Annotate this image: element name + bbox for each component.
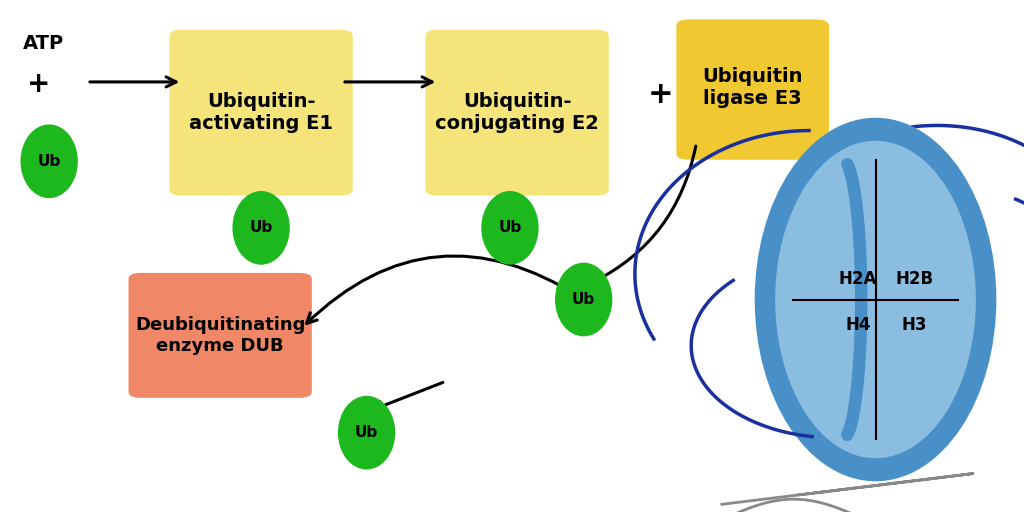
Ellipse shape — [775, 141, 976, 458]
Text: Ubiquitin
ligase E3: Ubiquitin ligase E3 — [702, 67, 803, 108]
Ellipse shape — [755, 118, 996, 481]
Text: Ub: Ub — [250, 220, 272, 236]
Text: Deubiquitinating
enzyme DUB: Deubiquitinating enzyme DUB — [135, 316, 305, 355]
Text: Ubiquitin-
activating E1: Ubiquitin- activating E1 — [189, 92, 333, 133]
Ellipse shape — [232, 191, 290, 265]
FancyBboxPatch shape — [169, 30, 352, 196]
Polygon shape — [688, 26, 817, 159]
Text: H3: H3 — [902, 316, 927, 334]
Text: H2B: H2B — [895, 270, 934, 288]
Text: Ub: Ub — [38, 154, 60, 169]
Text: Ub: Ub — [499, 220, 521, 236]
Text: H2A: H2A — [839, 270, 878, 288]
Text: H4: H4 — [846, 316, 870, 334]
FancyBboxPatch shape — [676, 19, 829, 160]
FancyBboxPatch shape — [426, 30, 608, 196]
Text: ATP: ATP — [23, 34, 63, 53]
Ellipse shape — [555, 263, 612, 336]
Ellipse shape — [481, 191, 539, 265]
Text: Ub: Ub — [355, 425, 378, 440]
Ellipse shape — [20, 124, 78, 198]
Text: Ub: Ub — [572, 292, 595, 307]
Text: +: + — [28, 71, 50, 98]
FancyBboxPatch shape — [129, 273, 311, 398]
Ellipse shape — [338, 396, 395, 470]
Text: +: + — [647, 80, 674, 109]
Text: Ubiquitin-
conjugating E2: Ubiquitin- conjugating E2 — [435, 92, 599, 133]
